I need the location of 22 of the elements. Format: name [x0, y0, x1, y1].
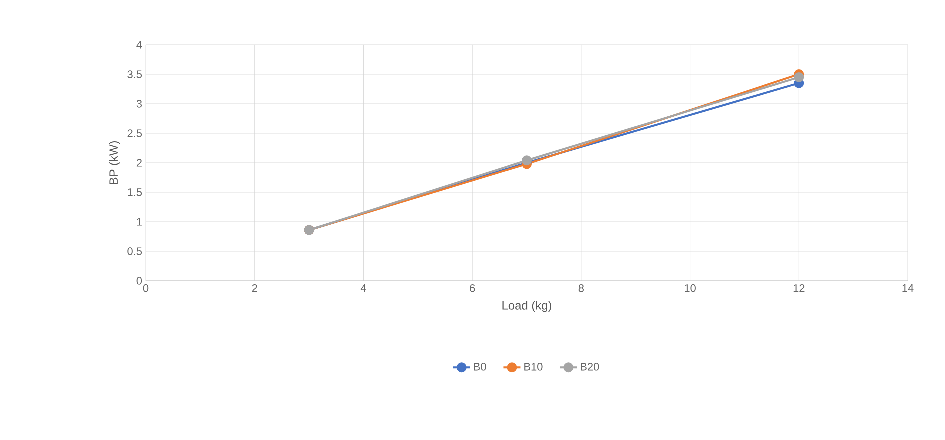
y-tick-label: 1	[137, 218, 142, 226]
x-tick-label: 6	[470, 284, 476, 292]
x-tick-label: 4	[360, 284, 366, 292]
y-tick-label: 2.5	[128, 130, 142, 138]
y-tick-label: 4	[136, 41, 142, 49]
x-tick-label: 10	[685, 284, 696, 292]
y-axis-title: BP (kW)	[109, 141, 120, 184]
legend-label: B20	[581, 363, 600, 371]
y-tick-label: 2	[136, 159, 142, 167]
legend-label: B10	[524, 363, 543, 371]
legend-label: B0	[474, 363, 486, 371]
x-tick-label: 8	[578, 284, 584, 292]
y-tick-label: 1.5	[128, 188, 142, 196]
x-axis-title: Load (kg)	[502, 301, 552, 312]
y-tick-label: 0.5	[128, 248, 142, 256]
y-tick-label: 3.5	[128, 70, 142, 78]
y-tick-label: 3	[136, 100, 142, 108]
x-tick-label: 12	[794, 284, 805, 292]
x-tick-label: 2	[252, 284, 258, 292]
x-tick-label: 14	[902, 284, 914, 292]
y-tick-label: 0	[136, 277, 142, 285]
x-tick-label: 0	[143, 284, 149, 292]
